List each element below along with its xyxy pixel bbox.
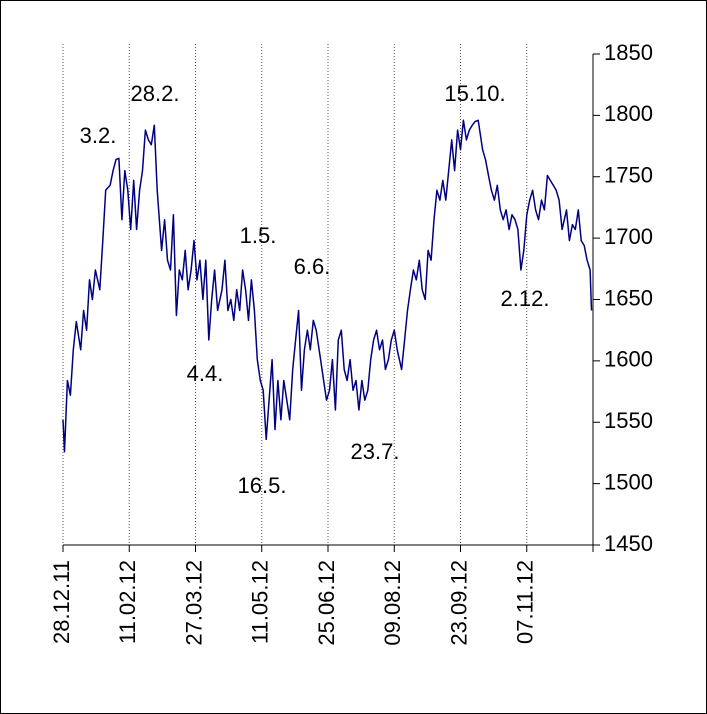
annotation: 23.7.: [351, 439, 400, 464]
x-tick-label: 11.02.12: [115, 560, 140, 644]
y-tick-label: 1750: [604, 163, 653, 188]
annotation: 15.10.: [444, 81, 505, 106]
annotation: 28.2.: [131, 81, 180, 106]
annotation: 3.2.: [80, 123, 117, 148]
y-tick-label: 1600: [604, 347, 653, 372]
y-tick-label: 1800: [604, 101, 653, 126]
y-tick-label: 1650: [604, 285, 653, 310]
x-tick-label: 11.05.12: [248, 560, 273, 644]
x-tick-label: 25.06.12: [314, 560, 339, 646]
x-tick-label: 27.03.12: [181, 560, 206, 646]
annotation: 16.5.: [238, 473, 287, 498]
x-tick-label: 28.12.11: [49, 560, 74, 644]
price-line: [62, 119, 593, 453]
y-tick-label: 1450: [604, 531, 653, 556]
annotation: 1.5.: [240, 223, 277, 248]
x-tick-label: 07.11.12: [513, 560, 538, 644]
annotation: 4.4.: [187, 361, 224, 386]
x-tick-label: 23.09.12: [446, 560, 471, 646]
y-tick-label: 1500: [604, 469, 653, 494]
y-tick-label: 1850: [604, 40, 653, 65]
y-tick-label: 1700: [604, 224, 653, 249]
annotation: 2.12.: [501, 286, 550, 311]
x-tick-label: 09.08.12: [380, 560, 405, 646]
annotation: 6.6.: [294, 254, 331, 279]
y-tick-label: 1550: [604, 408, 653, 433]
